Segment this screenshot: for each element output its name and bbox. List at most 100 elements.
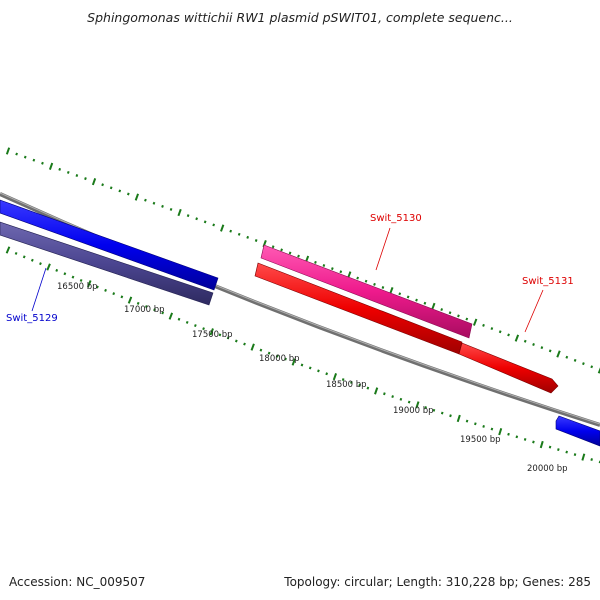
outer-ring-minor-tick [203,220,207,224]
inner-ring-minor-tick [79,278,83,282]
inner-ring-major-tick [456,414,461,423]
inner-ring-minor-tick [120,295,124,299]
outer-ring-minor-tick [523,339,527,343]
scale-label-17500: 17500 bp [192,330,233,340]
inner-ring-minor-tick [507,432,510,436]
inner-ring-minor-tick [399,397,403,401]
inner-ring-major-tick [581,453,586,461]
gene-swit-5130[interactable] [260,244,473,339]
leader-swit-5130 [375,227,391,271]
label-swit-5131[interactable]: Swit_5131 [522,276,574,287]
outer-ring-minor-tick [498,330,502,334]
outer-ring-minor-tick [356,276,360,280]
outer-ring-minor-tick [540,346,544,350]
inner-ring-minor-tick [350,380,353,384]
outer-ring-minor-tick [314,260,317,264]
inner-ring-minor-tick [104,288,107,292]
outer-ring-minor-tick [415,298,418,302]
outer-ring-major-tick [472,318,478,326]
gene-blue-right[interactable] [555,415,600,447]
leader-swit-5131 [524,289,544,333]
inner-ring-minor-tick [267,351,271,355]
outer-ring-minor-tick [41,161,44,165]
inner-ring-minor-tick [474,422,477,426]
outer-ring-major-tick [91,178,97,186]
inner-ring-minor-tick [234,339,238,343]
outer-ring-minor-tick [271,245,275,249]
outer-tick-ring [5,147,600,374]
outer-ring-minor-tick [254,239,258,242]
inner-ring-minor-tick [218,333,222,337]
outer-ring-minor-tick [398,292,402,296]
inner-ring-minor-tick [424,406,428,410]
outer-ring-major-tick [48,162,54,170]
outer-ring-major-tick [597,367,600,374]
outer-ring-minor-tick [246,235,250,239]
scale-label-20000: 20000 bp [527,464,568,474]
scale-label-19500: 19500 bp [460,435,501,445]
inner-ring-minor-tick [112,292,116,296]
inner-ring-minor-tick [71,275,75,279]
outer-ring-minor-tick [23,155,27,159]
inner-ring-minor-tick [226,336,230,340]
outer-ring-minor-tick [406,295,410,299]
gene-swit-5129-slate[interactable] [0,221,214,306]
inner-ring-minor-tick [573,453,577,457]
outer-ring-minor-tick [465,317,469,321]
outer-ring-minor-tick [339,270,343,274]
outer-ring-major-tick [556,350,561,358]
topology-summary: Topology: circular; Length: 310,228 bp; … [284,575,591,589]
inner-ring-major-tick [415,401,420,409]
scale-label-19000: 19000 bp [393,406,434,416]
inner-ring-minor-tick [136,301,140,305]
outer-ring-minor-tick [237,232,241,236]
outer-ring-minor-tick [280,248,283,252]
inner-ring-minor-tick [565,450,568,454]
inner-ring-minor-tick [259,348,263,352]
leader-swit-5129 [31,267,47,312]
outer-ring-minor-tick [144,198,147,202]
outer-ring-minor-tick [161,204,164,208]
outer-ring-minor-tick [381,286,385,289]
outer-ring-minor-tick [423,301,427,305]
inner-ring-minor-tick [63,272,67,276]
outer-ring-minor-tick [364,279,368,283]
outer-ring-minor-tick [297,254,300,258]
inner-ring-minor-tick [185,320,189,324]
outer-ring-minor-tick [288,251,292,255]
outer-ring-minor-tick [126,192,130,196]
gene-swit-5129-blue[interactable] [0,199,219,291]
inner-ring-major-tick [209,328,214,336]
gene-swit-5131[interactable] [458,342,559,394]
inner-ring-minor-tick [96,285,99,289]
outer-ring-major-tick [514,334,520,342]
outer-ring-minor-tick [507,333,510,337]
inner-ring-minor-tick [144,305,148,309]
inner-ring-minor-tick [202,327,205,331]
inner-ring-major-tick [498,428,503,436]
outer-ring-major-tick [5,147,11,155]
outer-ring-minor-tick [590,365,594,369]
label-swit-5129[interactable]: Swit_5129 [6,313,58,324]
label-swit-5130[interactable]: Swit_5130 [370,213,422,224]
inner-ring-minor-tick [358,383,361,387]
outer-ring-minor-tick [330,267,334,271]
inner-ring-minor-tick [515,435,519,439]
outer-ring-major-tick [220,224,225,232]
outer-ring-minor-tick [195,217,198,221]
scale-label-18500: 18500 bp [326,380,367,390]
scale-label-16500: 16500 bp [57,282,98,292]
outer-ring-minor-tick [75,174,79,177]
scale-label-17000: 17000 bp [124,305,165,315]
outer-ring-minor-tick [118,189,122,193]
inner-ring-minor-tick [366,386,370,390]
outer-ring-minor-tick [373,282,376,286]
scale-label-18000: 18000 bp [259,354,300,364]
inner-ring-minor-tick [590,458,593,461]
accession-text: Accession: NC_009507 [9,575,146,589]
outer-ring-minor-tick [32,158,36,162]
inner-ring-minor-tick [440,411,444,415]
outer-ring-minor-tick [212,223,216,227]
outer-ring-major-tick [177,208,182,217]
outer-ring-minor-tick [573,358,577,362]
